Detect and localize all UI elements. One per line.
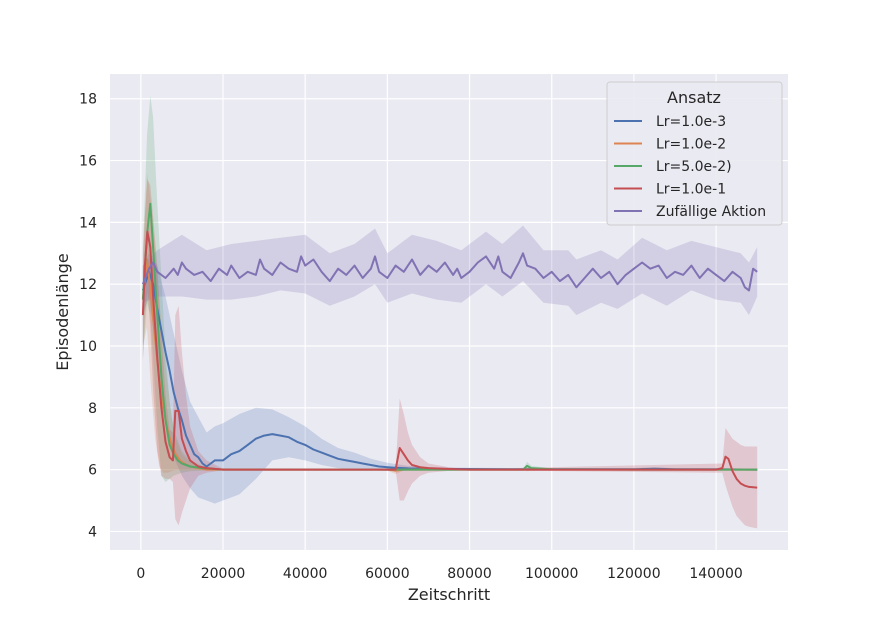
x-tick-label: 40000: [283, 566, 328, 582]
legend-title: Ansatz: [667, 88, 721, 107]
x-tick-label: 140000: [689, 566, 742, 582]
line-zuf-llige-aktion: [141, 252, 758, 292]
legend-entry: Lr=1.0e-3: [656, 114, 726, 130]
y-tick-label: 4: [88, 524, 97, 540]
y-tick-labels: 4 6 8 10 12 14 16 18: [79, 92, 97, 541]
x-axis-label: Zeitschritt: [408, 585, 490, 604]
y-tick-label: 14: [79, 215, 97, 231]
x-tick-label: 100000: [525, 566, 578, 582]
legend-entry: Lr=1.0e-2: [656, 137, 726, 153]
x-tick-label: 80000: [447, 566, 492, 582]
x-tick-label: 60000: [365, 566, 410, 582]
legend-box: [606, 81, 783, 226]
x-tick-label: 0: [136, 566, 145, 582]
x-tick-label: 20000: [201, 566, 246, 582]
y-tick-label: 10: [79, 339, 97, 355]
y-tick-label: 12: [79, 277, 97, 293]
legend-items: Lr=1.0e-3 Lr=1.0e-2 Lr=5.0e-2) Lr=1.0e-1 Zuf…: [614, 114, 766, 220]
legend-entry: Lr=5.0e-2): [656, 159, 732, 175]
legend-entry: Zufällige Aktion: [656, 204, 766, 220]
series-lines: [141, 202, 758, 489]
legend: Ansatz Lr=1.0e-3Lr=1.0e-2Lr=5.0e-2)Lr=1.…: [606, 81, 783, 226]
x-tick-label: 120000: [607, 566, 660, 582]
y-tick-label: 18: [79, 92, 97, 108]
y-axis-label: Episodenlänge: [53, 253, 72, 370]
x-tick-labels: 0 20000 40000 60000 80000 100000 120000 140000: [136, 566, 742, 582]
line-lr-1-0e-1: [141, 230, 758, 489]
y-tick-label: 16: [79, 154, 97, 170]
y-tick-label: 8: [88, 401, 97, 417]
y-tick-label: 6: [88, 463, 97, 479]
legend-entry: Lr=1.0e-1: [656, 182, 726, 198]
